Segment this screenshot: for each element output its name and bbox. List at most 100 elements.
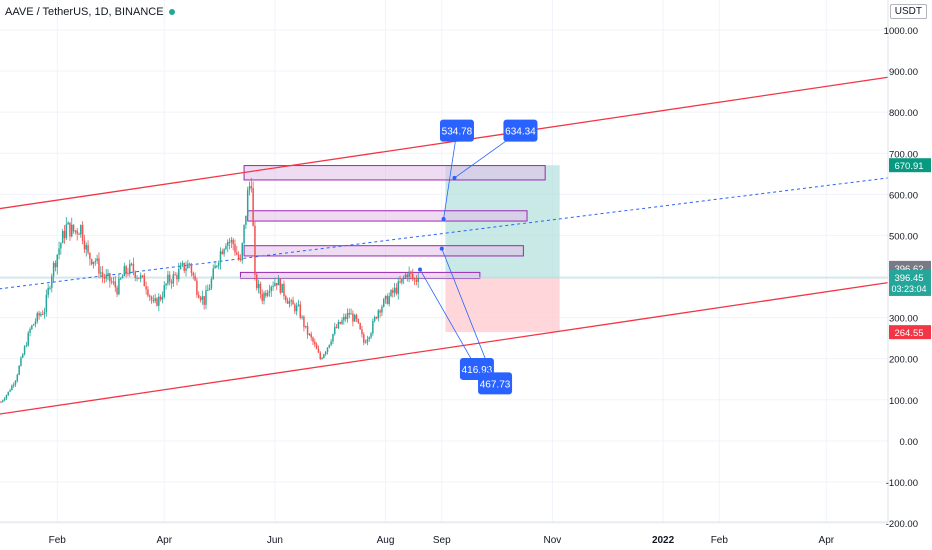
candle-body [29,328,31,333]
candle-body [194,275,196,281]
candle [310,331,312,341]
candle-body [382,299,385,307]
candle-body [101,272,104,278]
candle [245,215,247,230]
candle [101,266,104,283]
candle-body [179,265,182,269]
candle-body [125,266,127,273]
candle-body [196,280,198,295]
candle [105,268,107,283]
candle [41,310,44,315]
candle [29,327,31,337]
candle [181,260,184,268]
candle [197,291,200,299]
candle [397,277,399,300]
candle [256,272,258,291]
candle [214,260,216,269]
candle [366,335,369,346]
candle-body [98,258,100,274]
candle-body [85,245,88,250]
candle-body [315,344,318,350]
candle-body [90,259,93,265]
candle-body [210,278,213,289]
callout-anchor-dot [452,175,457,180]
candle-body [60,243,62,249]
candle-body [259,283,262,294]
candle-body [343,316,345,321]
candle-body [290,300,292,302]
candle-body [248,186,251,190]
candle [134,270,136,282]
candle [27,330,29,347]
currency-unit-badge[interactable]: USDT [889,4,927,19]
candle [100,266,102,279]
candle-body [167,274,169,284]
candle [221,248,224,255]
candle [158,293,160,312]
candle-body [339,322,341,324]
candle [165,282,167,290]
candle [147,286,149,298]
candle-body [163,285,166,297]
candle [241,242,243,264]
candle [32,323,35,326]
candle [299,301,302,320]
candle-body [12,384,15,386]
candle-body [72,224,75,232]
candle-body [81,225,84,241]
candle-body [312,337,314,342]
candle-body [63,231,66,239]
candle [312,336,314,345]
supply-zone-rect [239,271,481,280]
candle [216,264,218,269]
candle-body [114,281,117,288]
candle-body [363,334,365,343]
candle [116,285,118,298]
candle-body [112,281,115,283]
candle-body [352,313,354,322]
candle [132,257,135,276]
candle-body [266,292,269,296]
candle-body [141,275,144,277]
candle [89,252,91,266]
candle [243,224,245,247]
candle [190,263,193,277]
candle-body [190,264,193,273]
candle-body [245,215,247,225]
candle-body [32,324,35,326]
candle-body [274,282,276,286]
candle [301,315,303,320]
candle [163,280,166,299]
candle [377,309,380,322]
candle-body [22,354,24,358]
candle-body [237,254,240,260]
candle [136,275,138,282]
candle-body [208,288,211,291]
candle-body [94,260,97,262]
x-tick-label: Apr [156,535,172,546]
candle [60,242,62,255]
price-label-value: 670.91 [894,161,923,172]
candle-body [381,306,383,313]
candle-body [36,313,39,322]
candle [217,260,220,270]
candle-body [413,278,416,280]
candle [170,279,173,289]
candle-body [359,323,361,330]
candle [268,284,271,297]
candle [63,225,66,244]
candle-body [286,300,289,304]
candle-body [76,230,78,234]
candle-body [181,262,184,266]
candle-body [92,261,95,265]
candle-body [375,317,378,319]
y-tick-label: 0.00 [900,437,919,448]
candle-body [277,279,280,286]
candle-body [288,301,291,304]
candle [393,282,396,297]
candle [332,333,334,345]
candle-body [150,296,153,301]
callout-label: 467.73 [480,379,511,390]
supply-zone-rect [247,210,528,222]
